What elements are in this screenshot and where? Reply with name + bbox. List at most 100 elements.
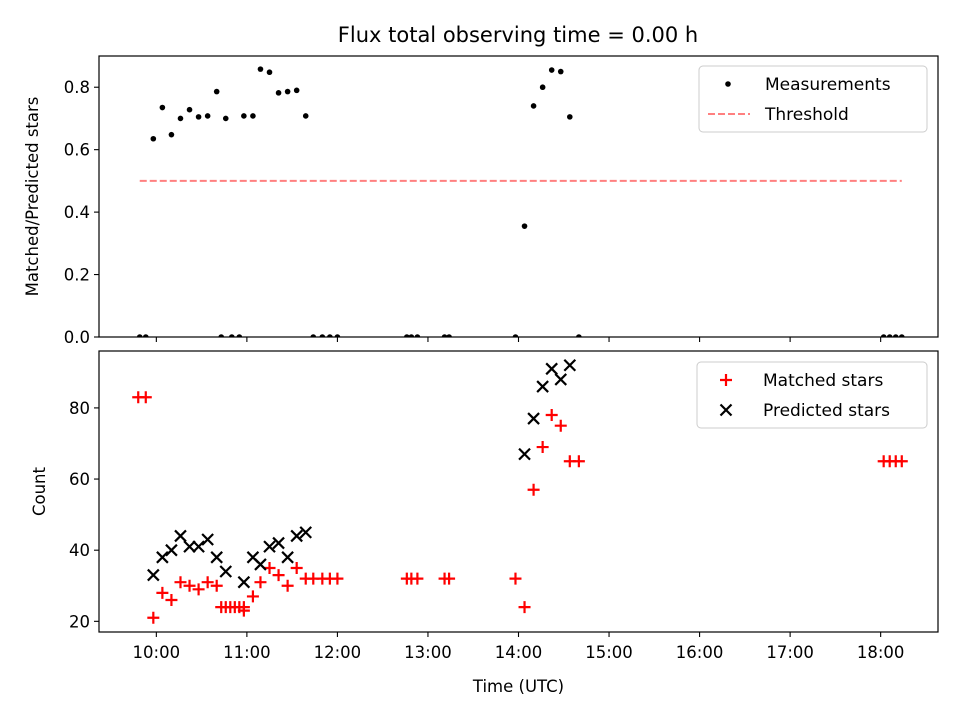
y-axis-label: Matched/Predicted stars: [23, 97, 42, 297]
matched-stars-point: [290, 561, 303, 574]
y-axis-label: Count: [30, 466, 49, 516]
predicted-stars-point: [183, 540, 196, 553]
measurements-point: [327, 334, 333, 337]
measurements-point: [441, 334, 448, 337]
measurements-point: [898, 334, 905, 337]
measurements-point: [293, 87, 300, 94]
top-panel: 0.0 0.2 0.4 0.6 0.8 Matched/Predicted stars Me…: [23, 55, 939, 347]
matched-stars-point: [165, 593, 178, 606]
legend-swatch-matched-stars: [720, 374, 732, 386]
matched-stars-point: [443, 572, 456, 585]
matched-stars-point: [237, 604, 250, 617]
matched-stars-point: [174, 576, 187, 589]
measurements-point: [228, 334, 235, 337]
x-axis-label: Time (UTC): [472, 677, 564, 696]
measurements-point: [302, 113, 309, 119]
legend-label-threshold: Threshold: [764, 105, 849, 125]
predicted-stars-point: [192, 540, 205, 553]
measurements-point: [266, 69, 273, 76]
legend-label-measurements: Measurements: [765, 75, 891, 95]
matched-stars-point: [147, 611, 160, 624]
predicted-stars-point: [156, 551, 169, 564]
predicted-stars-point: [254, 558, 267, 571]
predicted-stars-point: [554, 373, 568, 386]
y-tick-label: 0.2: [64, 266, 90, 285]
measurements-point: [186, 106, 193, 113]
matched-stars-point: [554, 419, 567, 432]
x-tick-label: 15:00: [585, 643, 633, 662]
matched-stars-point: [518, 601, 531, 614]
y-tick-label: 40: [69, 541, 90, 560]
legend-label-predicted-stars: Predicted stars: [763, 401, 890, 421]
predicted-stars-point: [518, 447, 531, 461]
matched-stars-point: [509, 572, 522, 585]
predicted-stars-point: [263, 540, 276, 553]
matched-stars-point: [201, 576, 214, 589]
x-tick-label: 16:00: [676, 643, 724, 662]
measurements-point: [404, 334, 410, 337]
predicted-stars-point: [237, 575, 251, 589]
x-tick-label: 13:00: [404, 643, 452, 662]
measurements-point: [880, 334, 887, 337]
legend-swatch-measurements: [725, 81, 731, 87]
measurements-point: [408, 334, 415, 337]
measurements-point: [567, 114, 573, 120]
plot-area: [136, 66, 905, 337]
x-tick-label: 12:00: [314, 643, 362, 662]
measurements-point: [284, 88, 291, 95]
matched-stars-point: [210, 579, 223, 592]
measurements-point: [521, 223, 528, 229]
matched-stars-point: [895, 455, 908, 468]
bottom-panel: 20 40 60 80 10:00 11:00 12:00 13:00 14:00 15:00 16…: [30, 350, 939, 696]
matched-stars-point: [246, 590, 259, 603]
measurements-point: [177, 115, 184, 122]
predicted-stars-point: [527, 412, 540, 425]
y-tick-label: 80: [69, 399, 90, 418]
predicted-stars-point: [281, 551, 294, 564]
x-tick-label: 18:00: [857, 643, 905, 662]
measurements-point: [136, 334, 143, 337]
legend-box: [696, 361, 928, 429]
matched-stars-point: [156, 586, 169, 599]
measurements-point: [159, 104, 166, 111]
legend: Measurements Threshold: [698, 65, 928, 133]
measurements-point: [218, 334, 225, 337]
measurements-point: [150, 135, 157, 142]
legend: Matched stars Predicted stars: [696, 361, 928, 429]
measurements-point: [213, 88, 220, 95]
measurements-point: [204, 113, 211, 119]
matched-stars-point: [281, 579, 294, 592]
y-tick-label: 60: [69, 470, 90, 489]
x-tick-label: 17:00: [766, 643, 814, 662]
measurements-point: [576, 334, 582, 337]
measurements-point: [530, 103, 537, 109]
measurements-point: [548, 67, 555, 73]
predicted-stars-point: [563, 358, 577, 372]
measurements-point: [257, 66, 264, 72]
matched-stars-point: [254, 576, 267, 589]
matched-stars-point: [272, 569, 285, 582]
matched-stars-point: [183, 579, 196, 592]
y-tick-label: 20: [69, 612, 90, 631]
measurements-point: [310, 334, 317, 337]
predicted-stars-point: [545, 362, 558, 376]
measurements-point: [195, 114, 202, 120]
predicted-stars-point: [201, 533, 214, 546]
matched-stars-point: [139, 391, 152, 404]
x-tick-label: 10:00: [133, 643, 181, 662]
y-tick-label: 0.0: [64, 328, 90, 347]
matched-stars-point: [527, 483, 540, 496]
measurements-point: [414, 334, 421, 337]
measurements-point: [539, 84, 546, 91]
matched-stars-point: [572, 455, 585, 468]
measurements-point: [236, 334, 243, 337]
x-tick-label: 14:00: [495, 643, 543, 662]
matched-stars-point: [536, 441, 549, 454]
predicted-stars-point: [290, 529, 303, 543]
predicted-stars-point: [174, 529, 187, 543]
measurements-point: [275, 90, 282, 96]
measurements-point: [319, 334, 326, 337]
predicted-stars-point: [165, 543, 178, 557]
measurements-point: [334, 334, 341, 337]
